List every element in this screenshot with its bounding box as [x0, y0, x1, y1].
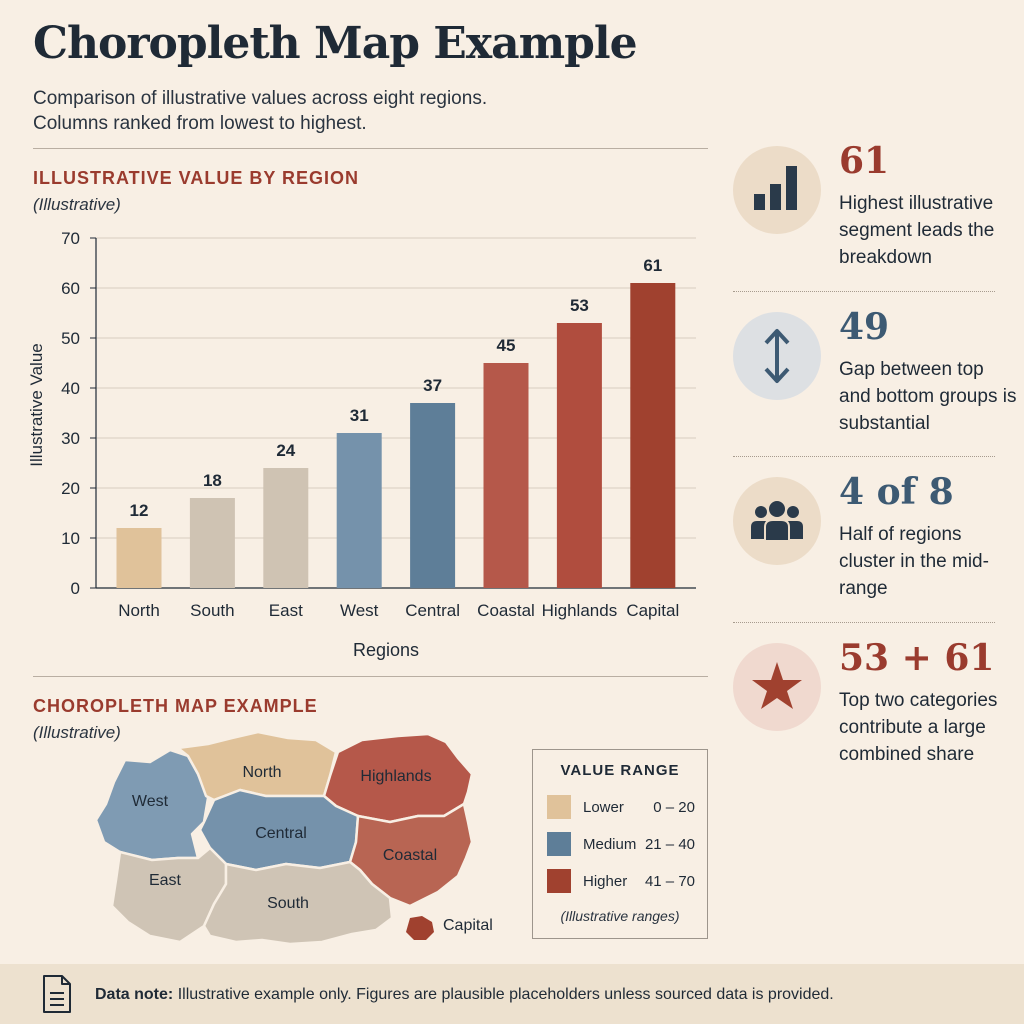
stat-divider-2 — [733, 456, 995, 457]
stat-card-cluster: 4 of 8 Half of regions cluster in the mi… — [733, 471, 1023, 607]
map-legend: VALUE RANGE Lower 0 – 20 Medium 21 – 40 … — [532, 749, 708, 939]
bar-chart: 0 10 20 30 40 50 60 70 12 North 18 South 24 East 31 We… — [27, 229, 696, 660]
bar-central — [410, 403, 456, 588]
y-tick-label: 60 — [61, 279, 80, 298]
bar-west — [336, 433, 382, 588]
map-label-east: East — [149, 872, 182, 889]
x-tick-label: East — [269, 601, 303, 620]
bar-value-label: 31 — [350, 406, 369, 425]
chart-section-title: ILLUSTRATIVE VALUE BY REGION — [33, 168, 360, 188]
bar-value-label: 61 — [643, 256, 662, 275]
chart-section-note: (Illustrative) — [33, 195, 121, 214]
map-divider — [33, 676, 708, 677]
map-label-west: West — [132, 793, 169, 810]
legend-range-higher: 41 – 70 — [644, 873, 695, 890]
map-label-central: Central — [255, 825, 307, 842]
x-tick-label: Highlands — [542, 601, 618, 620]
page-subtitle: Comparison of illustrative values across… — [33, 86, 487, 136]
document-icon — [43, 975, 71, 1013]
legend-swatch-medium — [547, 832, 571, 856]
map-label-north: North — [242, 764, 281, 781]
y-tick-label: 50 — [61, 329, 80, 348]
bar-coastal — [483, 363, 529, 588]
y-axis-label: Illustrative Value — [27, 343, 46, 466]
people-group-icon — [733, 477, 821, 565]
map-section-title: CHOROPLETH MAP EXAMPLE — [33, 696, 318, 716]
x-tick-label: Central — [405, 601, 460, 620]
y-tick-label: 30 — [61, 429, 80, 448]
legend-label-higher: Higher — [583, 873, 628, 890]
legend-range-lower: 0 – 20 — [653, 799, 695, 816]
bar-value-label: 37 — [423, 376, 442, 395]
footer-body: Illustrative example only. Figures are p… — [177, 986, 834, 1003]
stat-value-cluster: 4 of 8 — [839, 471, 954, 513]
vertical-arrows-icon — [733, 312, 821, 400]
header-divider — [33, 148, 708, 149]
stat-text-top-two: Top two categories contribute a large co… — [839, 690, 998, 765]
stat-text-cluster: Half of regions cluster in the mid-range — [839, 524, 989, 599]
legend-item-higher: Higher 41 – 70 — [547, 869, 695, 893]
bar-value-label: 53 — [570, 296, 589, 315]
stat-value-gap: 49 — [839, 306, 890, 348]
bar-value-label: 12 — [130, 501, 149, 520]
legend-label-medium: Medium — [583, 836, 637, 853]
footer-label: Data note: — [95, 986, 174, 1003]
stat-card-highest: 61 Highest illustrative segment leads th… — [733, 140, 1023, 276]
stat-divider-1 — [733, 291, 995, 292]
stat-text-gap: Gap between top and bottom groups is sub… — [839, 359, 1017, 434]
y-tick-label: 0 — [71, 579, 80, 598]
map-label-highlands: Highlands — [360, 768, 431, 785]
legend-swatch-higher — [547, 869, 571, 893]
bar-highlands — [556, 323, 602, 588]
bar-value-label: 45 — [497, 336, 516, 355]
bar-value-label: 24 — [276, 441, 295, 460]
subtitle-line-1: Comparison of illustrative values across… — [33, 88, 488, 109]
y-tick-label: 70 — [61, 229, 80, 248]
y-tick-label: 40 — [61, 379, 80, 398]
stat-text-highest: Highest illustrative segment leads the b… — [839, 193, 995, 268]
stat-card-gap: 49 Gap between top and bottom groups is … — [733, 306, 1023, 442]
choropleth-map: West North Highlands Central Coastal Eas… — [94, 730, 493, 946]
bar-north — [116, 528, 162, 588]
legend-label-lower: Lower — [583, 799, 624, 816]
map-label-coastal: Coastal — [383, 847, 437, 864]
legend-item-lower: Lower 0 – 20 — [547, 795, 695, 819]
stat-value-top-two: 53 + 61 — [839, 637, 995, 679]
x-axis-label: Regions — [353, 640, 419, 660]
map-label-south: South — [267, 895, 309, 912]
map-section-note: (Illustrative) — [33, 723, 121, 742]
legend-range-medium: 21 – 40 — [644, 836, 695, 853]
legend-title: VALUE RANGE — [560, 762, 680, 779]
x-tick-label: Capital — [626, 601, 679, 620]
x-tick-label: South — [190, 601, 234, 620]
legend-item-medium: Medium 21 – 40 — [547, 832, 695, 856]
star-icon — [733, 643, 821, 731]
legend-swatch-lower — [547, 795, 571, 819]
x-tick-label: West — [340, 601, 379, 620]
y-tick-label: 20 — [61, 479, 80, 498]
stat-value-highest: 61 — [839, 140, 890, 182]
x-tick-label: Coastal — [477, 601, 535, 620]
map-region-capital[interactable] — [406, 916, 434, 940]
bar-value-label: 18 — [203, 471, 222, 490]
page-title: Choropleth Map Example — [33, 18, 638, 69]
legend-footnote: (Illustrative ranges) — [560, 908, 680, 924]
bar-east — [263, 468, 309, 588]
footer-note: Data note: Illustrative example only. Fi… — [0, 964, 1024, 1024]
bar-capital — [630, 283, 676, 588]
x-tick-label: North — [118, 601, 160, 620]
map-region-south[interactable] — [202, 860, 394, 946]
subtitle-line-2: Columns ranked from lowest to highest. — [33, 113, 367, 134]
y-tick-label: 10 — [61, 529, 80, 548]
bar-chart-icon — [733, 146, 821, 234]
footer-text: Data note: Illustrative example only. Fi… — [95, 986, 834, 1004]
stat-divider-3 — [733, 622, 995, 623]
map-label-capital: Capital — [443, 917, 493, 934]
stat-card-top-two: 53 + 61 Top two categories contribute a … — [733, 637, 1023, 773]
bar-south — [189, 498, 235, 588]
